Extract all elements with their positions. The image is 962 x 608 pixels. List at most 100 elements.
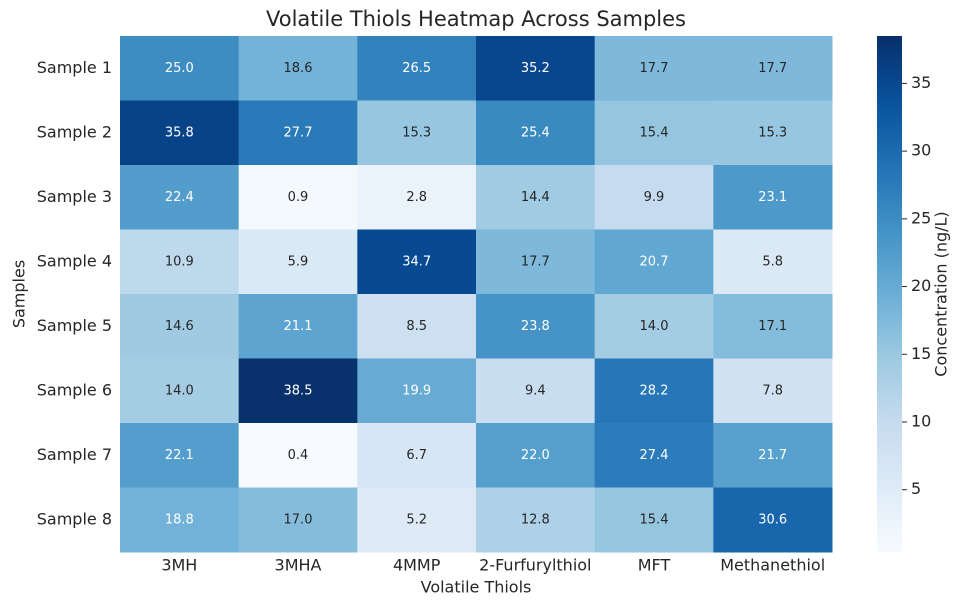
heatmap-cell xyxy=(238,100,358,166)
cell-label: 0.9 xyxy=(288,190,309,205)
cell-label: 22.0 xyxy=(521,448,550,463)
cell-label: 0.4 xyxy=(288,448,309,463)
heatmap-cell xyxy=(594,358,714,424)
cell-label: 5.2 xyxy=(406,512,427,527)
y-tick-label: Sample 4 xyxy=(37,251,112,270)
heatmap-cell xyxy=(120,487,240,553)
cell-label: 27.7 xyxy=(284,125,313,140)
cell-label: 12.8 xyxy=(521,512,550,527)
heatmap-cell xyxy=(476,229,596,295)
cell-label: 25.0 xyxy=(165,61,194,76)
cell-label: 25.4 xyxy=(521,125,550,140)
heatmap-cell xyxy=(713,100,833,166)
cell-label: 18.8 xyxy=(165,512,194,527)
x-tick-label: 3MH xyxy=(161,556,197,575)
colorbar xyxy=(877,36,902,552)
heatmap-cell xyxy=(120,100,240,166)
cell-label: 14.4 xyxy=(521,190,550,205)
heatmap-cell xyxy=(713,358,833,424)
cell-label: 15.3 xyxy=(402,125,431,140)
cell-label: 15.3 xyxy=(758,125,787,140)
colorbar-tick-label: 5 xyxy=(911,479,921,498)
heatmap-cell xyxy=(476,165,596,230)
cell-label: 17.7 xyxy=(758,61,787,76)
y-tick-label: Sample 2 xyxy=(37,122,112,141)
cell-label: 14.0 xyxy=(640,319,669,334)
heatmap-cell xyxy=(713,229,833,295)
cell-label: 30.6 xyxy=(758,512,787,527)
x-axis-label: Volatile Thiols xyxy=(421,578,532,597)
heatmap-cell xyxy=(120,423,240,488)
cell-label: 5.9 xyxy=(288,254,309,269)
cell-label: 20.7 xyxy=(640,254,669,269)
cell-label: 35.8 xyxy=(165,125,194,140)
heatmap-cell xyxy=(594,36,714,101)
y-tick-label: Sample 6 xyxy=(37,380,112,399)
colorbar-tick-label: 25 xyxy=(911,208,931,227)
x-tick-label: 4MMP xyxy=(393,556,441,575)
colorbar-tick-label: 20 xyxy=(911,276,931,295)
y-tick-label: Sample 5 xyxy=(37,316,112,335)
heatmap-cell xyxy=(594,229,714,295)
cell-label: 15.4 xyxy=(640,125,669,140)
heatmap-cell xyxy=(238,229,358,295)
cell-label: 38.5 xyxy=(284,383,313,398)
heatmap-cell xyxy=(357,358,477,424)
heatmap-cell xyxy=(357,294,477,359)
cell-label: 27.4 xyxy=(640,448,669,463)
heatmap-cell xyxy=(238,165,358,230)
cell-label: 23.1 xyxy=(758,190,787,205)
heatmap-cell xyxy=(238,487,358,553)
heatmap-cell xyxy=(357,36,477,101)
cell-label: 8.5 xyxy=(406,319,427,334)
y-tick-label: Sample 7 xyxy=(37,445,112,464)
heatmap-cell xyxy=(238,423,358,488)
heatmap-cell xyxy=(357,100,477,166)
cell-label: 18.6 xyxy=(284,61,313,76)
heatmap-cell xyxy=(594,423,714,488)
heatmap-cell xyxy=(713,294,833,359)
cell-label: 19.9 xyxy=(402,383,431,398)
heatmap-cell xyxy=(476,294,596,359)
heatmap-cell xyxy=(120,229,240,295)
heatmap-cell xyxy=(238,36,358,101)
colorbar-label: Concentration (ng/L) xyxy=(932,211,951,376)
cell-label: 34.7 xyxy=(402,254,431,269)
cell-label: 10.9 xyxy=(165,254,194,269)
x-tick-label: 3MHA xyxy=(275,556,322,575)
heatmap-cell xyxy=(120,165,240,230)
heatmap-cell xyxy=(594,165,714,230)
cell-label: 17.7 xyxy=(640,61,669,76)
cell-label: 22.1 xyxy=(165,448,194,463)
heatmap-cell xyxy=(476,100,596,166)
cell-label: 17.0 xyxy=(284,512,313,527)
heatmap-cell xyxy=(713,487,833,553)
cell-label: 5.8 xyxy=(762,254,783,269)
cell-label: 23.8 xyxy=(521,319,550,334)
cell-label: 17.1 xyxy=(758,319,787,334)
heatmap-cell xyxy=(476,423,596,488)
cell-label: 14.6 xyxy=(165,319,194,334)
heatmap-cell xyxy=(120,36,240,101)
cell-label: 35.2 xyxy=(521,61,550,76)
heatmap-cell xyxy=(238,358,358,424)
y-tick-label: Sample 1 xyxy=(37,58,112,77)
heatmap-cell xyxy=(120,294,240,359)
cell-label: 6.7 xyxy=(406,448,427,463)
cell-label: 21.1 xyxy=(284,319,313,334)
heatmap-cell xyxy=(357,229,477,295)
cell-label: 17.7 xyxy=(521,254,550,269)
x-tick-label: Methanethiol xyxy=(720,556,825,575)
colorbar-tick-label: 15 xyxy=(911,344,931,363)
cell-label: 21.7 xyxy=(758,448,787,463)
cell-label: 15.4 xyxy=(640,512,669,527)
cell-label: 22.4 xyxy=(165,190,194,205)
y-tick-label: Sample 3 xyxy=(37,187,112,206)
x-tick-label: 2-Furfurylthiol xyxy=(479,556,591,575)
heatmap-cell xyxy=(120,358,240,424)
heatmap-cell xyxy=(594,294,714,359)
heatmap-cell xyxy=(476,36,596,101)
heatmap-cell xyxy=(713,423,833,488)
colorbar-tick-label: 30 xyxy=(911,141,931,160)
